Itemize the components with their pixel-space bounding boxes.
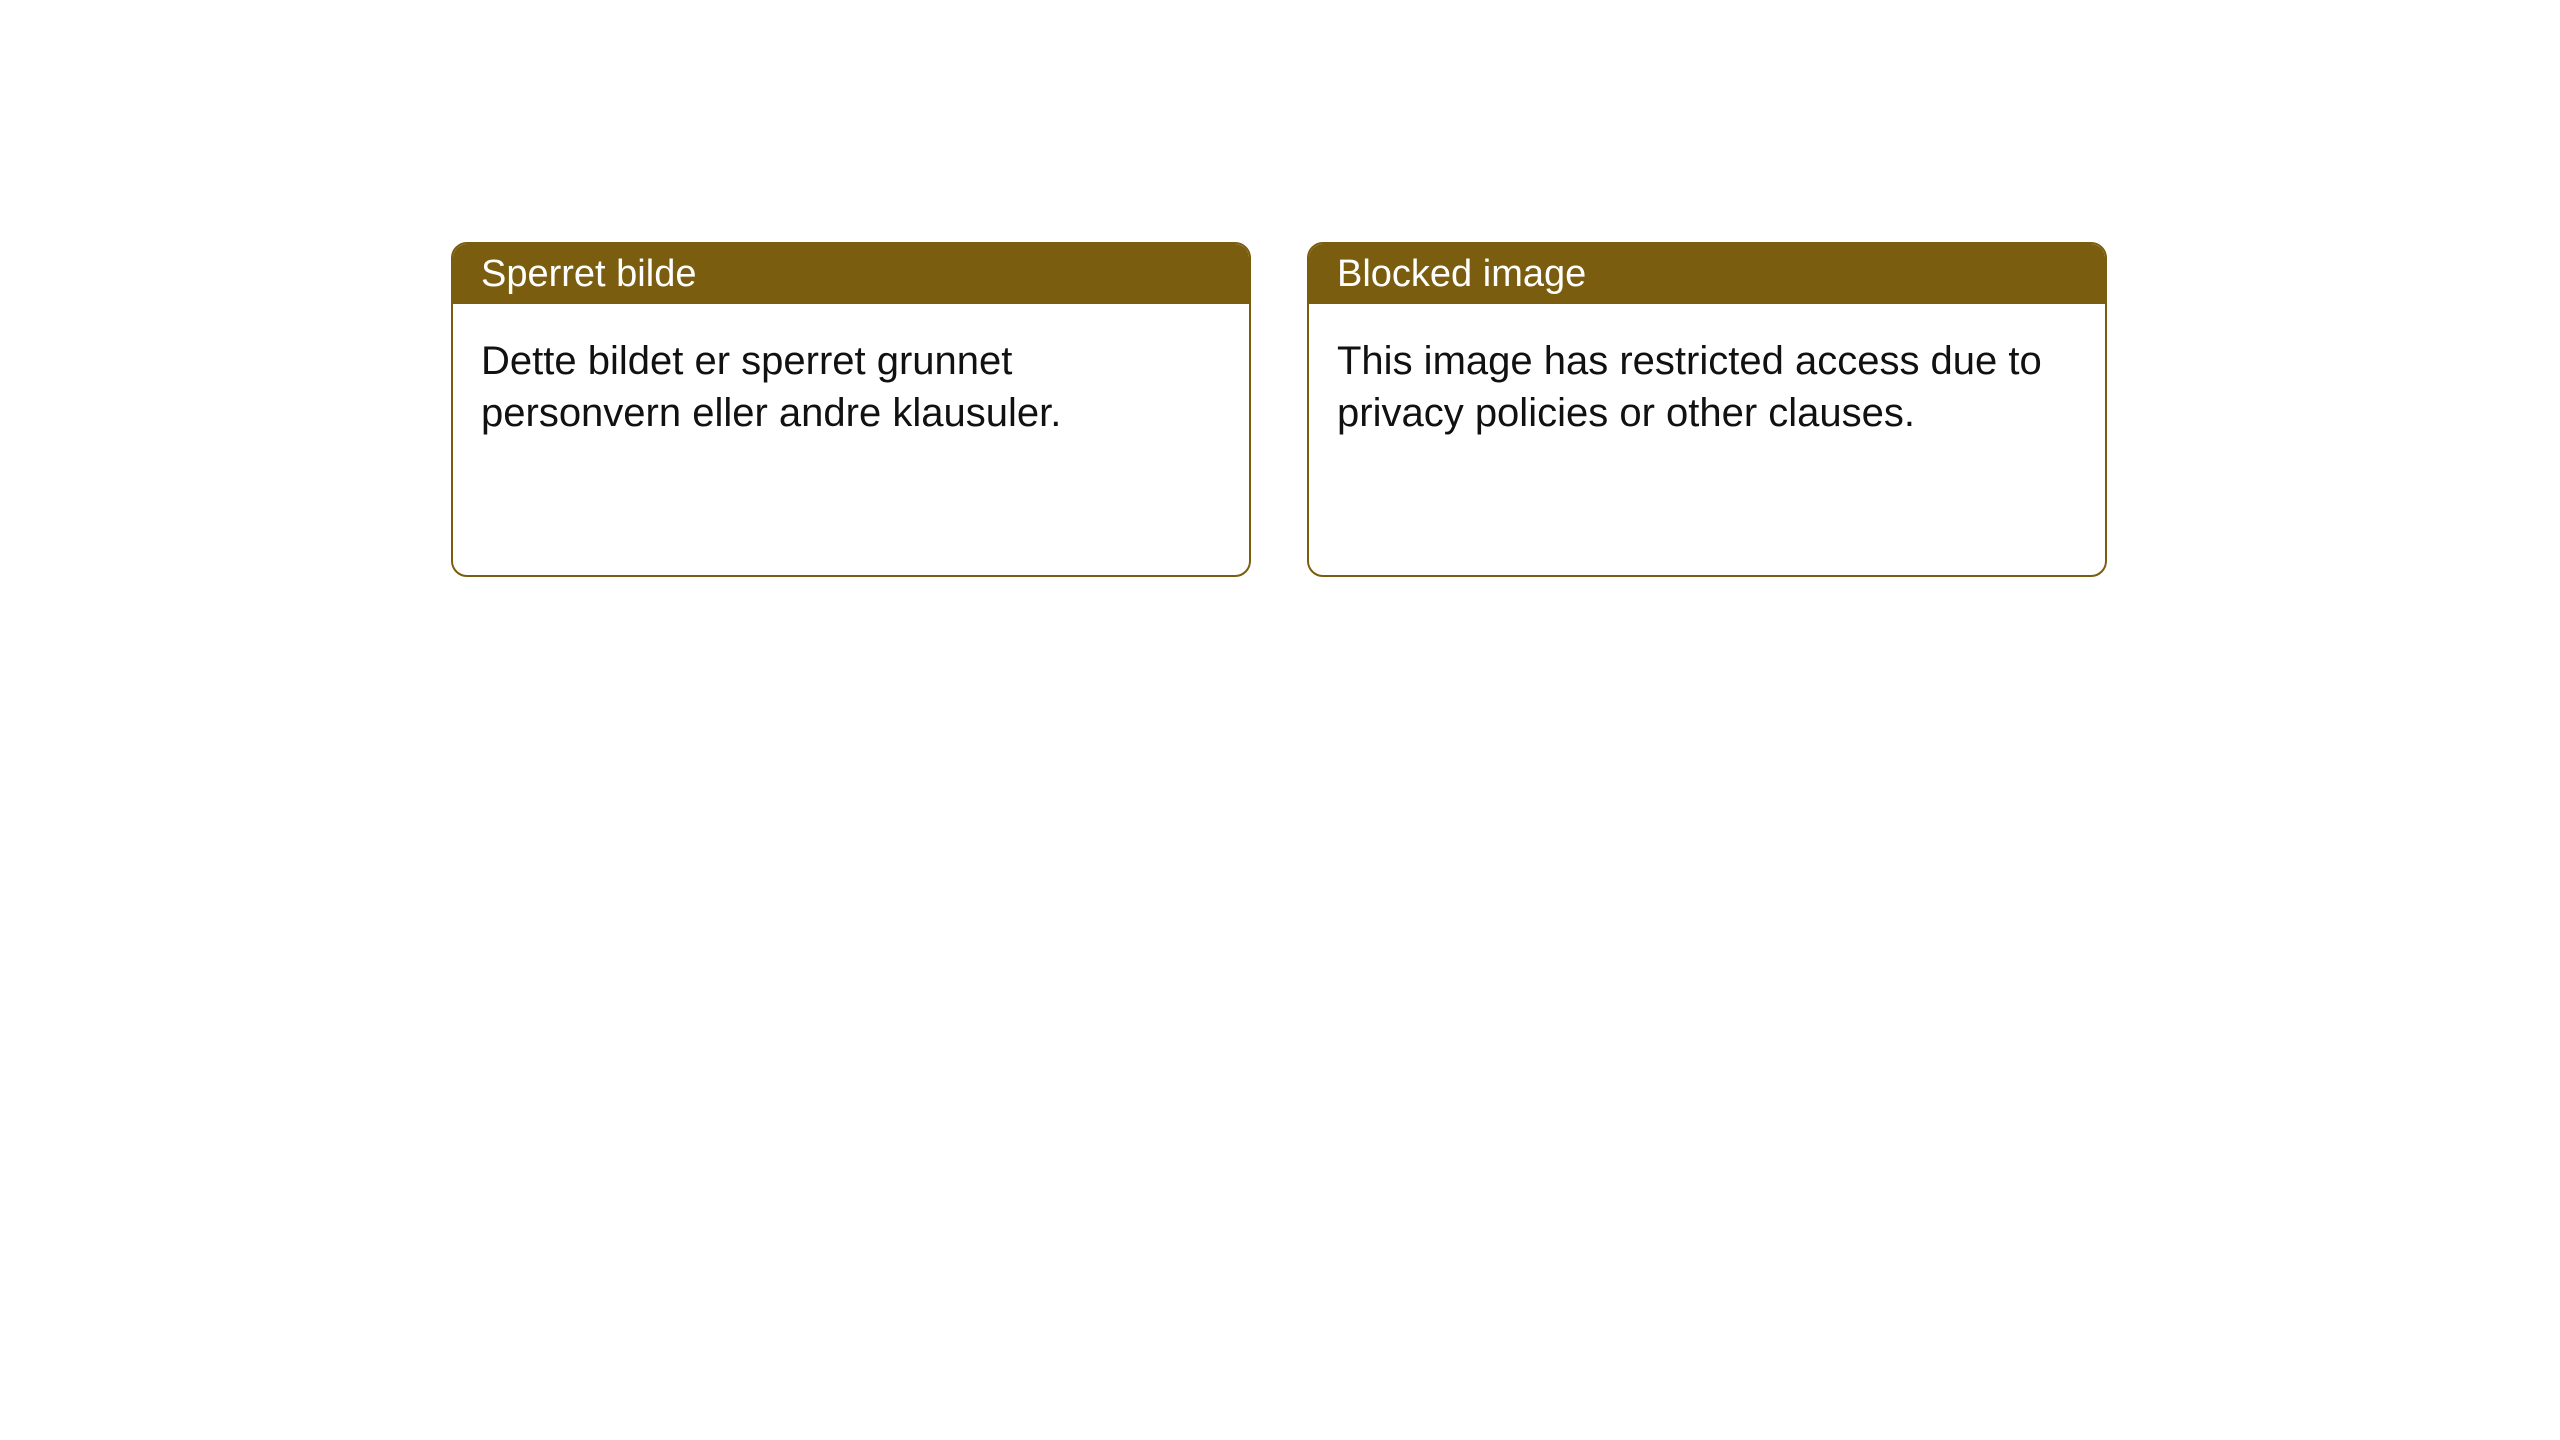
notice-card-english: Blocked image This image has restricted … (1307, 242, 2107, 577)
card-header-title: Sperret bilde (481, 253, 696, 296)
card-header-title: Blocked image (1337, 253, 1586, 296)
notice-card-norwegian: Sperret bilde Dette bildet er sperret gr… (451, 242, 1251, 577)
notice-cards-row: Sperret bilde Dette bildet er sperret gr… (451, 242, 2107, 577)
card-header: Blocked image (1309, 244, 2105, 304)
card-body-message: This image has restricted access due to … (1337, 335, 2077, 439)
card-body: This image has restricted access due to … (1309, 304, 2105, 470)
card-body: Dette bildet er sperret grunnet personve… (453, 304, 1249, 470)
card-body-message: Dette bildet er sperret grunnet personve… (481, 335, 1221, 439)
card-header: Sperret bilde (453, 244, 1249, 304)
